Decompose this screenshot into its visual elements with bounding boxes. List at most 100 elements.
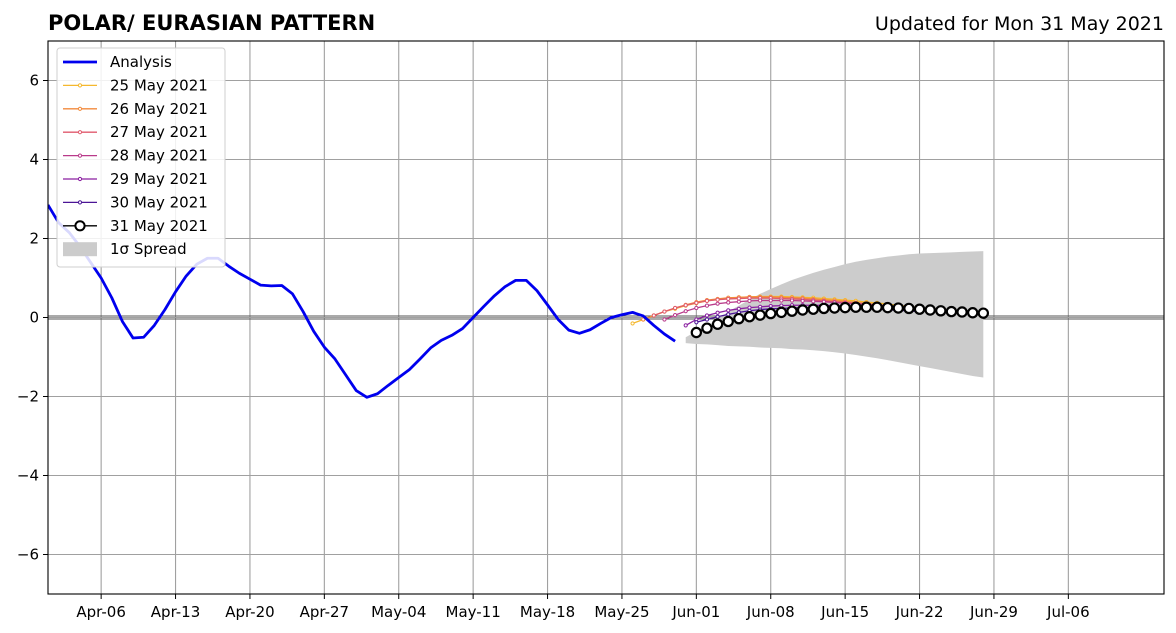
legend-item-4: 28 May 2021 [63, 147, 208, 165]
forecast-point-3-4 [704, 303, 710, 308]
forecast-point-3-5 [715, 301, 720, 306]
y-tick-label-3: 0 [29, 309, 39, 327]
forecast-point-6-9 [786, 305, 798, 317]
legend-label-1: 25 May 2021 [110, 76, 208, 94]
forecast-point-6-23 [935, 305, 947, 317]
x-tick-label-0: Apr-06 [76, 603, 126, 621]
legend-item-5: 29 May 2021 [63, 170, 208, 188]
x-tick-label-1: Apr-13 [151, 603, 201, 621]
forecast-point-6-22 [924, 304, 936, 316]
legend-marker-2 [77, 106, 83, 111]
forecast-point-6-6 [754, 309, 766, 321]
forecast-point-6-0 [690, 326, 703, 339]
x-tick-label-8: Jun-01 [671, 603, 720, 621]
forecast-point-6-2 [711, 318, 724, 330]
legend-item-3: 27 May 2021 [63, 123, 208, 141]
x-tick-label-11: Jun-22 [895, 603, 944, 621]
legend-marker-5 [77, 176, 83, 182]
legend-label-8: 1σ Spread [110, 240, 187, 258]
legend-label-2: 26 May 2021 [110, 100, 208, 118]
forecast-point-3-7 [736, 299, 741, 304]
spread-band [685, 251, 984, 378]
legend: Analysis 25 May 2021 26 May 2021 27 May 202… [56, 47, 226, 268]
forecast-point-2-4 [694, 300, 699, 305]
forecast-point-6-5 [743, 311, 756, 323]
legend-marker-4 [77, 153, 83, 158]
forecast-point-6-19 [892, 302, 904, 314]
legend-item-2: 26 May 2021 [63, 100, 208, 118]
y-tick-label-6: −6 [17, 546, 39, 564]
forecast-point-6-18 [881, 301, 894, 314]
forecast-point-3-12 [789, 298, 795, 303]
forecast-point-2-7 [726, 296, 731, 302]
forecast-point-6-20 [903, 302, 915, 315]
forecast-point-6-15 [850, 301, 862, 313]
legend-item-7: 31 May 2021 [63, 217, 208, 235]
x-tick-label-2: Apr-20 [225, 603, 275, 621]
forecast-point-6-17 [871, 301, 883, 313]
forecast-point-5-3 [726, 312, 731, 317]
x-tick-label-10: Jun-15 [820, 603, 869, 621]
forecast-point-4-4 [726, 308, 731, 313]
forecast-point-6-27 [977, 307, 990, 319]
x-tick-label-3: Apr-27 [300, 603, 350, 621]
forecast-point-5-0 [694, 320, 699, 325]
forecast-point-6-14 [839, 301, 851, 314]
x-tick-label-13: Jul-06 [1046, 603, 1090, 621]
forecast-point-2-0 [651, 313, 656, 318]
forecast-point-3-8 [747, 298, 752, 304]
legend-label-3: 27 May 2021 [110, 123, 208, 141]
forecast-point-6-11 [807, 303, 819, 315]
forecast-point-4-3 [715, 310, 720, 315]
forecast-point-6-3 [722, 315, 734, 328]
forecast-point-4-5 [736, 306, 741, 311]
forecast-point-6-10 [796, 304, 809, 316]
forecast-point-6-8 [775, 306, 788, 319]
plot-area: Apr-06 Apr-13 Apr-20 Apr-27 May-04 May-11 May-… [17, 40, 1165, 621]
forecast-point-3-10 [768, 298, 773, 303]
legend-box [56, 47, 226, 268]
forecast-point-3-2 [683, 309, 688, 314]
analysis-line [48, 204, 676, 399]
legend-marker-6 [77, 200, 83, 205]
chart-subtitle: Updated for Mon 31 May 2021 [875, 13, 1164, 35]
forecast-point-3-13 [800, 298, 805, 304]
forecast-point-2-1 [662, 309, 667, 314]
forecast-point-2-5 [704, 298, 710, 304]
x-tick-label-4: May-04 [371, 603, 426, 621]
y-tick-label-2: 2 [29, 230, 39, 248]
forecast-point-6-25 [956, 306, 968, 318]
legend-item-6: 30 May 2021 [63, 193, 208, 211]
y-tick-label-0: 6 [29, 72, 39, 90]
forecast-point-3-11 [779, 298, 784, 303]
forecast-point-4-2 [704, 313, 710, 318]
forecast-point-3-3 [694, 305, 699, 311]
axes: Apr-06 Apr-13 Apr-20 Apr-27 May-04 May-11 May-… [17, 40, 1165, 621]
y-tick-label-5: −4 [17, 467, 39, 485]
legend-item-1: 25 May 2021 [63, 76, 208, 94]
forecast-point-6-21 [913, 303, 926, 315]
forecast-point-3-9 [758, 298, 763, 303]
y-tick-label-4: −2 [17, 388, 39, 406]
legend-marker-1 [77, 83, 83, 88]
legend-item-8: 1σ Spread [63, 240, 187, 258]
data-layer [48, 204, 990, 399]
y-tick-label-1: 4 [29, 151, 39, 169]
forecast-point-3-0 [662, 317, 667, 322]
forecast-point-6-24 [945, 305, 958, 318]
chart-title: POLAR/ EURASIAN PATTERN [48, 11, 375, 35]
forecast-point-6-4 [733, 312, 745, 325]
legend-marker-3 [77, 130, 83, 135]
forecast-point-3-6 [726, 300, 731, 305]
x-tick-label-9: Jun-08 [746, 603, 795, 621]
forecast-point-5-1 [704, 317, 710, 322]
legend-item-0: Analysis [63, 53, 172, 71]
legend-label-7: 31 May 2021 [110, 217, 208, 235]
x-tick-label-12: Jun-29 [969, 603, 1018, 621]
forecast-point-6-1 [701, 322, 713, 334]
x-tick-label-6: May-18 [520, 603, 575, 621]
forecast-point-6-26 [966, 307, 979, 319]
legend-label-5: 29 May 2021 [110, 170, 208, 188]
forecast-point-6-12 [818, 302, 830, 315]
